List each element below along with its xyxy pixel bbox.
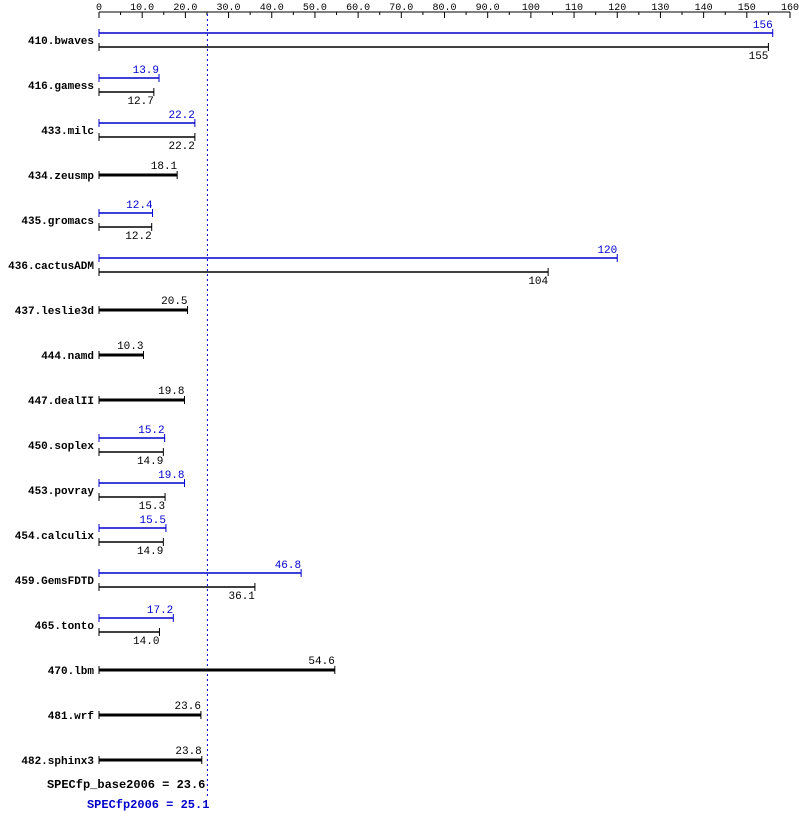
axis-tick-label: 80.0 [432, 3, 456, 14]
benchmark-label: 459.GemsFDTD [15, 576, 95, 588]
benchmark-label: 433.milc [41, 126, 94, 138]
benchmark-label: 465.tonto [35, 621, 95, 633]
base-value: 12.7 [127, 96, 153, 108]
axis-tick-label: 90.0 [476, 3, 500, 14]
summary-peak: SPECfp2006 = 25.1 [87, 798, 209, 812]
base-value: 14.9 [137, 546, 163, 558]
summary-base: SPECfp_base2006 = 23.6 [47, 778, 205, 792]
benchmark-label: 447.dealII [28, 396, 94, 408]
axis-tick-label: 40.0 [260, 3, 284, 14]
axis-tick-label: 0 [96, 3, 102, 14]
peak-value: 19.8 [158, 470, 184, 482]
axis-tick-label: 110 [565, 3, 583, 14]
axis-tick-label: 100 [522, 3, 540, 14]
peak-value: 46.8 [275, 560, 301, 572]
base-value: 10.3 [117, 341, 143, 353]
axis-tick-label: 120 [608, 3, 626, 14]
base-value: 104 [528, 276, 548, 288]
benchmark-label: 416.gamess [28, 81, 94, 93]
benchmark-label: 482.sphinx3 [21, 756, 94, 768]
axis-tick-label: 60.0 [346, 3, 370, 14]
peak-value: 15.5 [140, 515, 166, 527]
peak-value: 12.4 [126, 200, 153, 212]
base-value: 18.1 [151, 161, 178, 173]
axis-tick-label: 30.0 [217, 3, 241, 14]
base-value: 14.0 [133, 636, 159, 648]
peak-value: 120 [597, 245, 617, 257]
peak-value: 15.2 [138, 425, 164, 437]
benchmark-label: 450.soplex [28, 441, 94, 453]
base-value: 22.2 [168, 141, 194, 153]
benchmark-label: 437.leslie3d [15, 306, 94, 318]
axis-tick-label: 140 [695, 3, 713, 14]
benchmark-label: 470.lbm [48, 666, 95, 678]
peak-value: 22.2 [168, 110, 194, 122]
benchmark-label: 436.cactusADM [8, 261, 94, 273]
benchmark-label: 435.gromacs [21, 216, 94, 228]
base-value: 36.1 [229, 591, 256, 603]
axis-tick-label: 10.0 [130, 3, 154, 14]
base-value: 23.6 [175, 701, 201, 713]
benchmark-label: 434.zeusmp [28, 171, 94, 183]
benchmark-label: 481.wrf [48, 711, 95, 723]
axis-tick-label: 20.0 [173, 3, 197, 14]
base-value: 155 [749, 51, 769, 63]
peak-value: 17.2 [147, 605, 173, 617]
base-value: 54.6 [308, 656, 334, 668]
axis-tick-label: 130 [651, 3, 669, 14]
benchmark-label: 410.bwaves [28, 36, 94, 48]
base-value: 14.9 [137, 456, 163, 468]
benchmark-label: 453.povray [28, 486, 94, 498]
axis-tick-label: 150 [738, 3, 756, 14]
benchmark-label: 454.calculix [15, 531, 95, 543]
base-value: 12.2 [125, 231, 151, 243]
benchmark-label: 444.namd [41, 351, 94, 363]
base-value: 15.3 [139, 501, 165, 513]
base-value: 23.8 [175, 746, 201, 758]
axis-tick-label: 160 [781, 3, 799, 14]
spec-benchmark-chart: 0 10.0 20.0 30.0 40.0 50.0 60.0 70.0 80.0 90.0 100… [0, 0, 799, 831]
axis-tick-label: 50.0 [303, 3, 327, 14]
axis-tick-label: 70.0 [389, 3, 413, 14]
peak-value: 13.9 [133, 65, 159, 77]
peak-value: 156 [753, 20, 773, 32]
base-value: 20.5 [161, 296, 187, 308]
base-value: 19.8 [158, 386, 184, 398]
